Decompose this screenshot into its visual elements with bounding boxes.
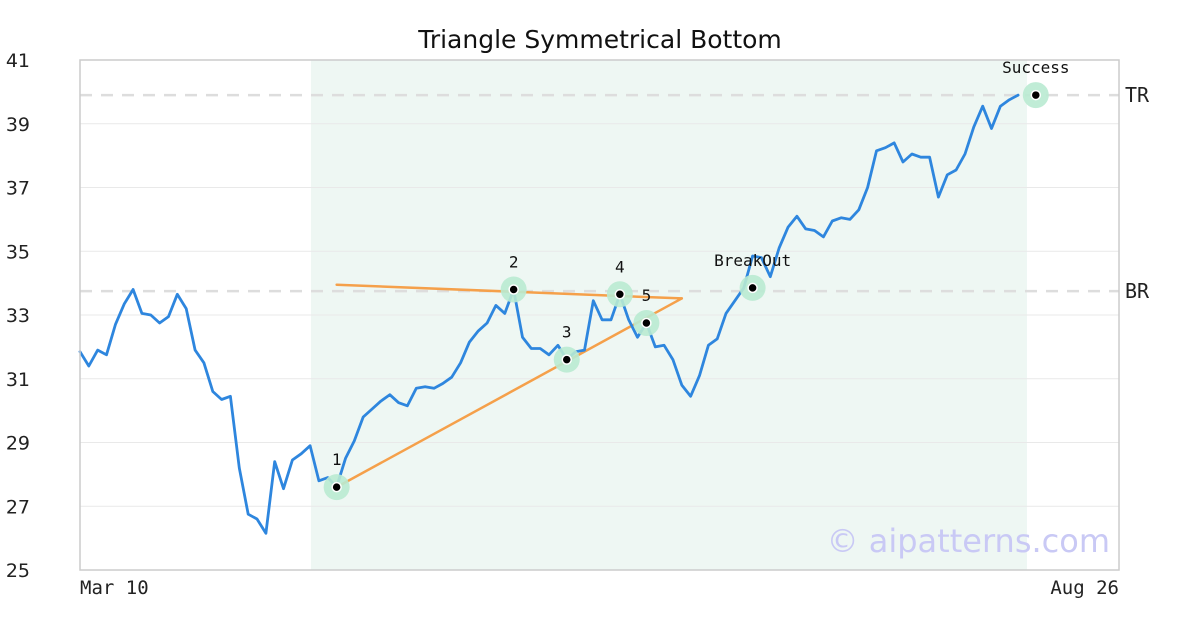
- point-label: BreakOut: [714, 251, 791, 270]
- x-tick-label: Mar 10: [80, 577, 149, 599]
- y-tick-label: 29: [6, 433, 30, 455]
- y-tick-label: 39: [6, 114, 30, 136]
- level-label: BR: [1125, 279, 1150, 303]
- x-tick-label: Aug 26: [1050, 577, 1119, 599]
- point-marker: [508, 284, 519, 295]
- y-tick-label: 33: [6, 305, 30, 327]
- point-marker: [1030, 89, 1042, 101]
- watermark: © aipatterns.com: [827, 522, 1110, 560]
- y-tick-label: 35: [6, 241, 30, 263]
- price-line-layer: [78, 93, 1020, 535]
- point-marker: [747, 282, 758, 294]
- point-label: 3: [562, 323, 572, 342]
- point-marker: [641, 317, 652, 329]
- y-tick-label: 41: [6, 50, 30, 72]
- triangle-line: [335, 297, 684, 489]
- point-label: 4: [615, 257, 625, 276]
- marker-layer: 1 2 3 45 BreakOut Success: [323, 58, 1070, 501]
- point-label: 5: [642, 286, 652, 305]
- point-label: 1: [332, 450, 342, 469]
- level-label: TR: [1125, 83, 1150, 107]
- grid-layer: [80, 123, 1119, 507]
- chart-title: Triangle Symmetrical Bottom: [417, 25, 782, 54]
- point-marker: [561, 354, 572, 365]
- level-layer: TR BR: [80, 83, 1150, 303]
- point-marker: [331, 481, 342, 493]
- plot-frame: [79, 59, 1120, 571]
- y-tick-label: 37: [6, 178, 30, 200]
- price-line: [78, 93, 1020, 535]
- point-marker: [614, 289, 626, 300]
- y-tick-label: 25: [6, 560, 30, 582]
- point-label: 2: [509, 253, 519, 272]
- point-label: Success: [1002, 58, 1069, 77]
- y-tick-label: 27: [6, 496, 30, 518]
- y-tick-label: 31: [6, 369, 30, 391]
